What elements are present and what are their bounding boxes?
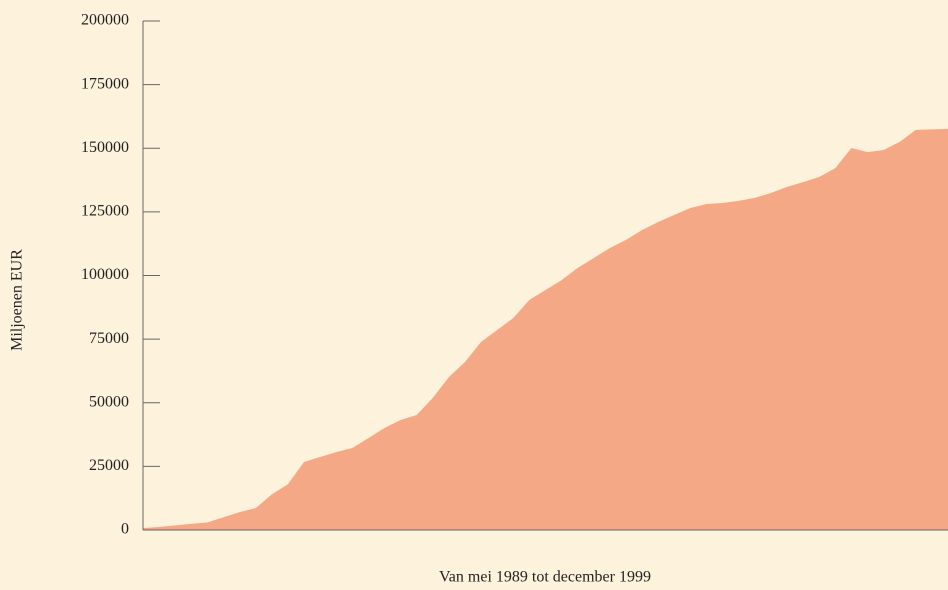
y-tick-label: 50000	[89, 393, 129, 410]
y-tick-label: 125000	[81, 203, 129, 220]
x-axis-label: Van mei 1989 tot december 1999	[439, 569, 651, 586]
y-axis-label: Miljoenen EUR	[9, 249, 26, 351]
y-tick-label: 100000	[81, 266, 129, 283]
y-tick-label: 75000	[89, 330, 129, 347]
y-tick-label: 25000	[89, 457, 129, 474]
y-tick-label: 200000	[81, 12, 129, 29]
y-tick-label: 0	[121, 521, 129, 538]
area	[143, 128, 948, 530]
y-tick-label: 150000	[81, 139, 129, 156]
y-tick-label: 175000	[81, 75, 129, 92]
